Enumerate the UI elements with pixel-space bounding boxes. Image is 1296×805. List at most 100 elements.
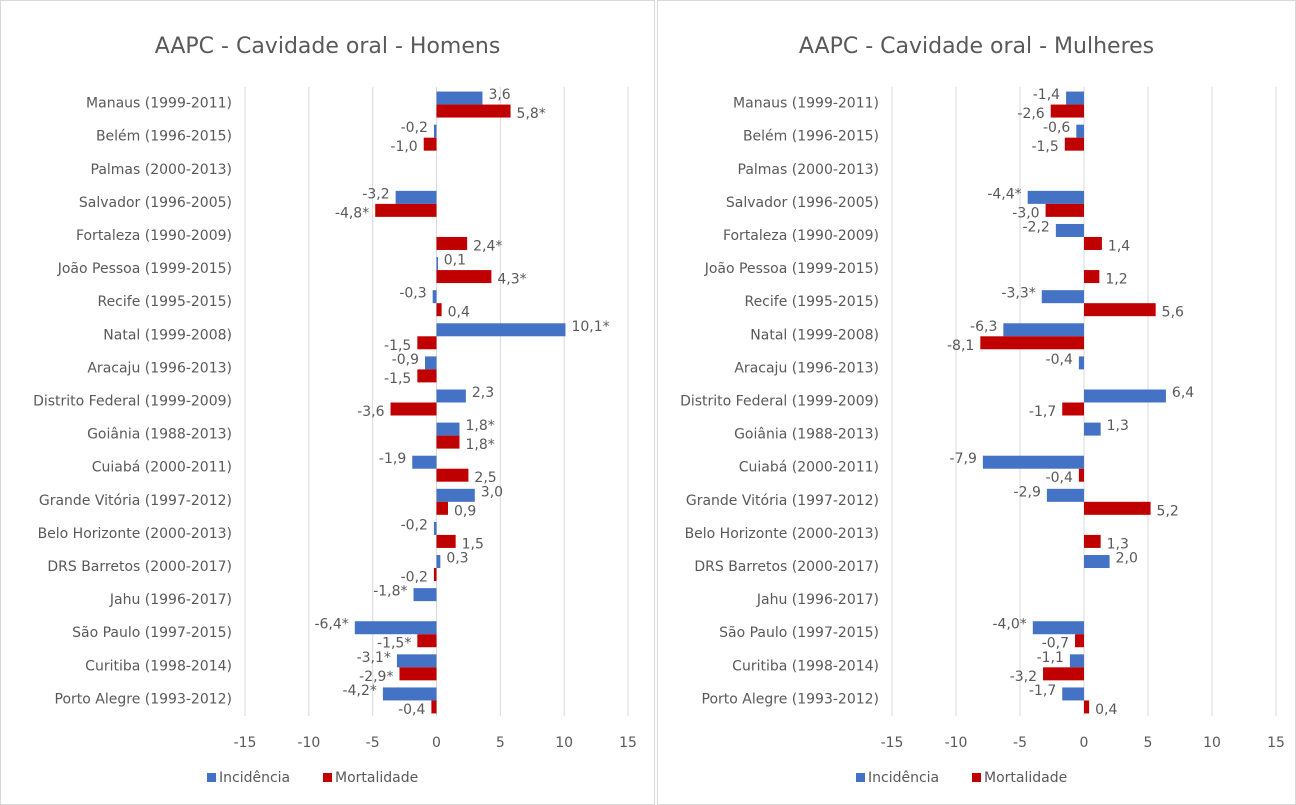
y-tick-label: Recife (1995-2015)	[97, 294, 232, 310]
bar	[436, 468, 469, 482]
y-tick-label: Manaus (1999-2011)	[733, 96, 879, 112]
y-tick-label: Palmas (2000-2013)	[91, 162, 232, 178]
bar	[399, 667, 437, 681]
bar	[1003, 323, 1084, 337]
y-tick-label: Belém (1996-2015)	[743, 129, 879, 145]
bar	[982, 455, 1084, 469]
y-tick-label: Salvador (1996-2005)	[726, 195, 879, 211]
data-label: -2,9*	[359, 669, 393, 685]
bar	[436, 91, 483, 105]
data-label: -0,4	[1046, 470, 1073, 486]
y-tick-label: Curitiba (1998-2014)	[732, 658, 879, 674]
bar	[1062, 402, 1084, 416]
data-label: 0,3	[446, 551, 468, 567]
bar	[436, 534, 456, 548]
x-tick-label: 15	[619, 735, 637, 751]
data-label: -2,9	[1014, 484, 1041, 500]
bar	[375, 203, 437, 217]
x-tick-label: -5	[366, 735, 380, 751]
y-tick-label: São Paulo (1997-2015)	[72, 625, 232, 641]
bar	[1084, 555, 1110, 569]
data-label: -0,3	[399, 286, 426, 302]
data-label: -3,3*	[1001, 286, 1035, 302]
data-label: 5,8*	[517, 106, 546, 122]
bar	[1041, 290, 1084, 304]
bar	[433, 568, 437, 582]
data-label: -4,8*	[335, 205, 369, 221]
bar	[436, 555, 441, 569]
data-label: -4,2*	[343, 683, 377, 699]
data-label: 5,2	[1157, 503, 1179, 519]
bar	[1069, 654, 1084, 668]
x-tick-label: 5	[1144, 735, 1153, 751]
data-label: -4,4*	[987, 186, 1021, 202]
bar	[413, 588, 437, 602]
x-tick-label: -5	[1013, 735, 1027, 751]
data-label: -1,7	[1029, 683, 1056, 699]
bar	[1084, 389, 1166, 403]
y-tick-label: Aracaju (1996-2013)	[734, 360, 879, 376]
data-label: -3,2	[1010, 669, 1037, 685]
data-label: -0,9	[392, 352, 419, 368]
data-label: -1,5	[384, 371, 411, 387]
data-label: -0,2	[401, 570, 428, 586]
data-label: -1,9	[379, 451, 406, 467]
bar	[1078, 468, 1084, 482]
data-label: 1,3	[1107, 418, 1129, 434]
bar	[436, 422, 460, 436]
x-tick-label: 10	[555, 735, 573, 751]
bar	[1064, 137, 1084, 151]
data-label: 3,0	[481, 484, 503, 500]
data-label: -1,5	[384, 338, 411, 354]
bar	[980, 336, 1084, 350]
y-tick-label: Aracaju (1996-2013)	[87, 360, 232, 376]
bar	[1045, 203, 1084, 217]
data-label: -8,1	[947, 338, 974, 354]
y-tick-label: Natal (1999-2008)	[750, 327, 879, 343]
x-tick-label: -10	[945, 735, 968, 751]
y-tick-label: Manaus (1999-2011)	[86, 96, 232, 112]
data-label: 1,3	[1107, 536, 1129, 552]
data-label: -6,3	[970, 319, 997, 335]
x-tick-label: -15	[234, 735, 257, 751]
data-label: 0,4	[448, 305, 470, 321]
bar	[1084, 534, 1101, 548]
bar	[417, 634, 437, 648]
data-label: -4,0*	[992, 617, 1026, 633]
bar	[1084, 501, 1151, 515]
data-label: 0,1	[444, 253, 466, 269]
data-label: -0,4	[1046, 352, 1073, 368]
data-label: 2,5	[474, 470, 496, 486]
x-tick-label: -15	[881, 735, 904, 751]
data-label: -6,4*	[314, 617, 348, 633]
x-tick-label: 5	[496, 735, 505, 751]
chart-right: AAPC - Cavidade oral - Mulheres -15 -10 -5 0…	[657, 0, 1296, 805]
bar	[431, 700, 437, 714]
bar	[433, 124, 437, 138]
bar	[417, 336, 437, 350]
y-tick-label: Goiânia (1988-2013)	[734, 427, 879, 443]
data-label: -3,0	[1012, 205, 1039, 221]
data-label: -1,0	[390, 139, 417, 155]
y-tick-label: Cuiabá (2000-2011)	[92, 460, 232, 476]
legend-swatch	[972, 773, 981, 782]
chart-title: AAPC - Cavidade oral - Homens	[155, 34, 501, 59]
legend-label: Incidência	[868, 770, 939, 786]
data-label: 1,5	[462, 536, 484, 552]
bar	[436, 257, 438, 271]
y-tick-label: Curitiba (1998-2014)	[85, 658, 232, 674]
y-tick-label: Palmas (2000-2013)	[738, 162, 879, 178]
y-tick-label: DRS Barretos (2000-2017)	[47, 559, 232, 575]
y-tick-label: Jahu (1996-2017)	[109, 592, 232, 608]
bar	[382, 687, 437, 701]
bar	[1084, 303, 1156, 317]
y-tick-label: Salvador (1996-2005)	[79, 195, 232, 211]
legend-label: Incidência	[219, 770, 290, 786]
y-tick-label: Porto Alegre (1993-2012)	[702, 691, 879, 707]
bar	[1078, 356, 1084, 370]
y-tick-label: Porto Alegre (1993-2012)	[55, 691, 232, 707]
data-label: -2,6	[1017, 106, 1044, 122]
legend-swatch	[207, 773, 216, 782]
legend-swatch	[323, 773, 332, 782]
